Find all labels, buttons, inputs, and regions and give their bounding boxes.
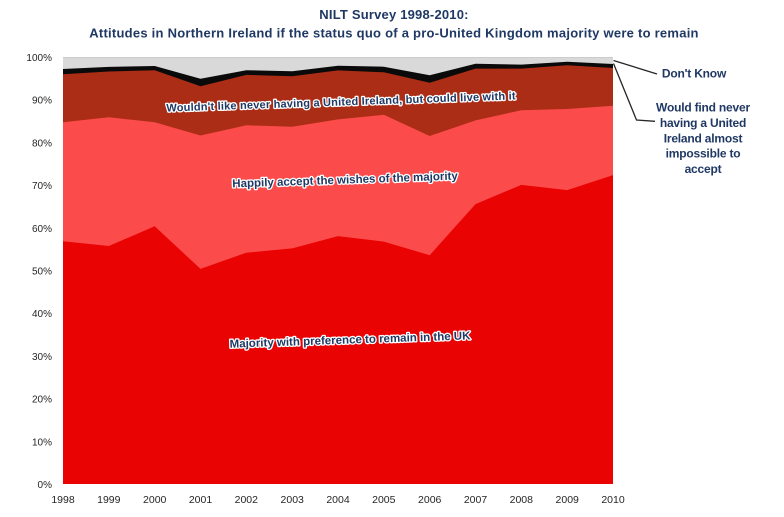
svg-text:70%: 70%: [32, 181, 52, 192]
svg-text:2004: 2004: [326, 494, 350, 506]
svg-text:60%: 60%: [32, 224, 52, 235]
svg-text:Ireland almost: Ireland almost: [664, 131, 743, 145]
svg-text:NILT Survey 1998-2010:: NILT Survey 1998-2010:: [319, 7, 468, 22]
svg-text:90%: 90%: [32, 96, 52, 107]
svg-text:2007: 2007: [464, 494, 488, 506]
svg-text:20%: 20%: [32, 395, 52, 406]
svg-text:impossible to: impossible to: [666, 147, 741, 161]
svg-text:2009: 2009: [556, 494, 580, 506]
svg-text:30%: 30%: [32, 352, 52, 363]
svg-text:2000: 2000: [143, 494, 167, 506]
svg-text:40%: 40%: [32, 309, 52, 320]
svg-text:2002: 2002: [235, 494, 259, 506]
svg-text:100%: 100%: [26, 53, 52, 64]
svg-text:Don't Know: Don't Know: [662, 67, 727, 81]
svg-text:1999: 1999: [97, 494, 121, 506]
svg-text:accept: accept: [685, 162, 722, 176]
svg-text:2010: 2010: [601, 494, 625, 506]
svg-text:80%: 80%: [32, 138, 52, 149]
svg-text:2008: 2008: [510, 494, 534, 506]
svg-text:2003: 2003: [281, 494, 305, 506]
svg-text:Would find never: Would find never: [656, 101, 750, 115]
svg-text:2001: 2001: [189, 494, 213, 506]
svg-text:10%: 10%: [32, 437, 52, 448]
svg-text:2005: 2005: [372, 494, 396, 506]
svg-text:Attitudes in Northern Ireland: Attitudes in Northern Ireland if the sta…: [89, 26, 699, 41]
svg-text:1998: 1998: [51, 494, 75, 506]
svg-text:0%: 0%: [38, 480, 53, 491]
svg-text:2006: 2006: [418, 494, 442, 506]
svg-text:having a United: having a United: [660, 116, 746, 130]
svg-text:50%: 50%: [32, 267, 52, 278]
